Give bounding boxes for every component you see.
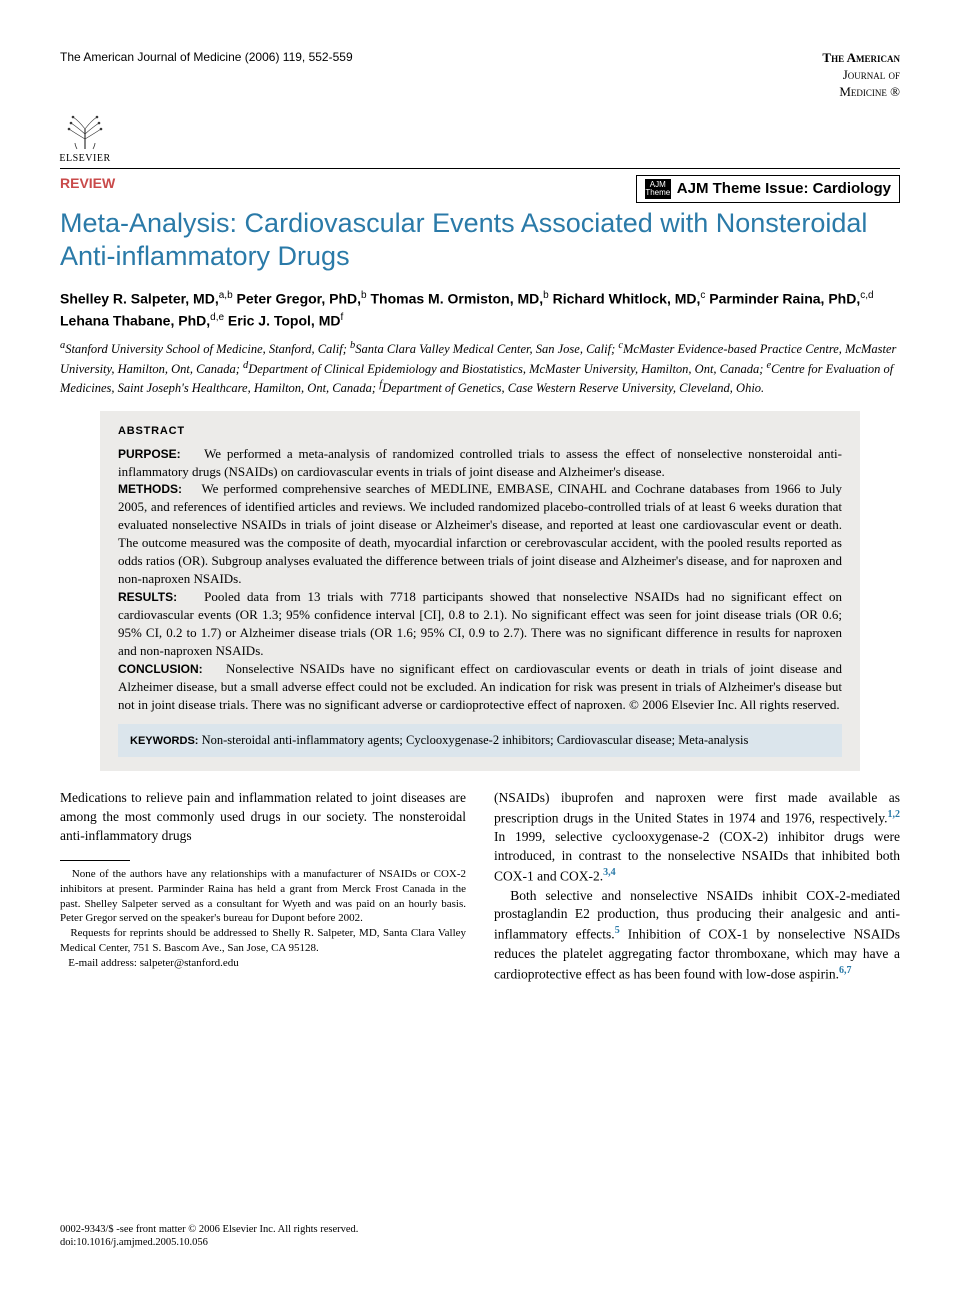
journal-logo-line3: Medicine ® <box>822 84 900 101</box>
theme-badge-text: AJM Theme Issue: Cardiology <box>677 180 891 197</box>
body-right-p2: Both selective and nonselective NSAIDs i… <box>494 887 900 984</box>
conflict-footnote: None of the authors have any relationshi… <box>60 867 466 926</box>
header-divider <box>60 168 900 169</box>
section-row: AJM Theme AJM Theme Issue: Cardiology RE… <box>60 175 900 191</box>
methods-text: We performed comprehensive searches of M… <box>118 481 842 586</box>
elsevier-tree-icon: ELSEVIER <box>60 109 110 164</box>
journal-logo-text: The American Journal of Medicine ® <box>822 50 900 101</box>
theme-issue-badge: AJM Theme AJM Theme Issue: Cardiology <box>636 175 900 203</box>
body-right-p1: (NSAIDs) ibuprofen and naproxen were fir… <box>494 789 900 886</box>
doi-line: doi:10.1016/j.amjmed.2005.10.056 <box>60 1236 358 1250</box>
affiliations: aStanford University School of Medicine,… <box>60 339 900 396</box>
conclusion-text: Nonselective NSAIDs have no significant … <box>118 661 842 712</box>
abstract-box: ABSTRACT PURPOSE: We performed a meta-an… <box>100 411 860 772</box>
footnote-separator <box>60 860 130 861</box>
reprints-footnote: Requests for reprints should be addresse… <box>60 926 466 956</box>
body-columns: Medications to relieve pain and inflamma… <box>60 789 900 984</box>
results-label: RESULTS: <box>118 590 177 604</box>
copyright-line: 0002-9343/$ -see front matter © 2006 Els… <box>60 1223 358 1237</box>
contact-email: salpeter@stanford.edu <box>140 957 239 969</box>
purpose-text: We performed a meta-analysis of randomiz… <box>118 446 842 479</box>
authors-list: Shelley R. Salpeter, MD,a,b Peter Gregor… <box>60 288 900 331</box>
badge-icon-bottom: Theme <box>645 189 670 197</box>
left-column: Medications to relieve pain and inflamma… <box>60 789 466 984</box>
journal-logo-line2: Journal of <box>822 67 900 84</box>
publisher-name: ELSEVIER <box>59 153 110 164</box>
page-header: The American Journal of Medicine (2006) … <box>60 50 900 101</box>
article-title: Meta-Analysis: Cardiovascular Events Ass… <box>60 207 900 275</box>
keywords-text: Non-steroidal anti-inflammatory agents; … <box>202 733 749 747</box>
body-left-p1: Medications to relieve pain and inflamma… <box>60 789 466 846</box>
footnotes: None of the authors have any relationshi… <box>60 867 466 971</box>
results-text: Pooled data from 13 trials with 7718 par… <box>118 589 842 658</box>
email-footnote: E-mail address: salpeter@stanford.edu <box>60 956 466 971</box>
abstract-body: PURPOSE: We performed a meta-analysis of… <box>118 445 842 714</box>
page-footer: 0002-9343/$ -see front matter © 2006 Els… <box>60 1223 358 1250</box>
journal-logo-line1: The American <box>822 50 900 67</box>
publisher-logo: ELSEVIER <box>60 109 900 164</box>
conclusion-label: CONCLUSION: <box>118 662 203 676</box>
right-column: (NSAIDs) ibuprofen and naproxen were fir… <box>494 789 900 984</box>
journal-citation: The American Journal of Medicine (2006) … <box>60 50 353 64</box>
methods-label: METHODS: <box>118 482 182 496</box>
purpose-label: PURPOSE: <box>118 447 181 461</box>
keywords-box: KEYWORDS: Non-steroidal anti-inflammator… <box>118 724 842 758</box>
keywords-label: KEYWORDS: <box>130 735 198 747</box>
ajm-theme-icon: AJM Theme <box>645 179 671 199</box>
abstract-heading: ABSTRACT <box>118 425 842 437</box>
